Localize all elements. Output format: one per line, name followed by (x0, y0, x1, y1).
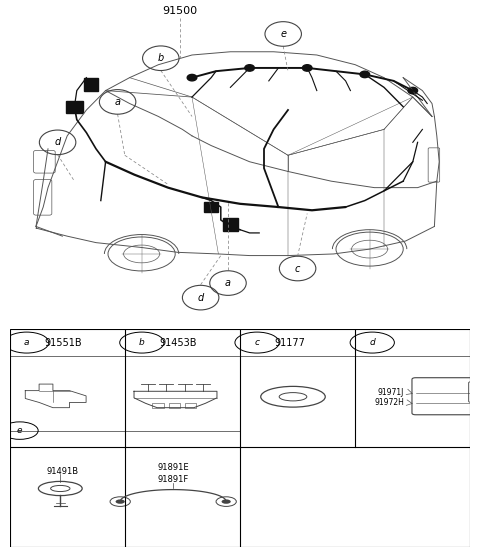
Circle shape (302, 65, 312, 71)
Circle shape (116, 499, 125, 504)
Text: d: d (370, 338, 375, 347)
Text: 91500: 91500 (162, 6, 198, 17)
Circle shape (360, 71, 370, 77)
Bar (153, 403, 164, 408)
Bar (168, 403, 180, 408)
Text: 91972H: 91972H (374, 399, 404, 408)
Text: b: b (139, 338, 145, 347)
Text: 91491B: 91491B (47, 467, 79, 476)
Bar (66, 101, 83, 113)
Bar (223, 218, 238, 231)
Text: c: c (254, 338, 260, 347)
Circle shape (222, 499, 231, 504)
Text: 91177: 91177 (275, 337, 305, 348)
Text: 91891F: 91891F (157, 475, 189, 484)
Bar (84, 77, 98, 91)
Text: 91891E: 91891E (157, 463, 189, 472)
Text: e: e (280, 29, 286, 39)
Text: 91453B: 91453B (159, 337, 197, 348)
Text: b: b (157, 53, 164, 63)
Text: a: a (115, 97, 120, 107)
Circle shape (408, 87, 418, 94)
Text: d: d (54, 137, 61, 147)
Bar (185, 403, 196, 408)
Text: c: c (295, 264, 300, 274)
Bar (204, 202, 218, 212)
Text: e: e (17, 426, 23, 435)
Circle shape (187, 75, 197, 81)
Circle shape (245, 65, 254, 71)
Text: d: d (197, 293, 204, 302)
Text: 91971J: 91971J (378, 388, 404, 397)
Text: 91551B: 91551B (44, 337, 82, 348)
Text: a: a (24, 338, 29, 347)
Text: a: a (225, 278, 231, 288)
